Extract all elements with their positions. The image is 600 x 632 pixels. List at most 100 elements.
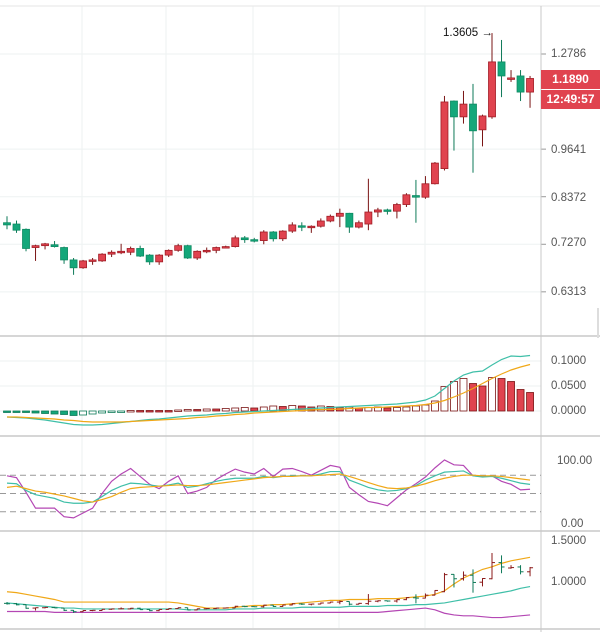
- candle-body: [507, 77, 515, 80]
- macd-histogram-bar: [431, 400, 439, 412]
- price-axis-tick: 0.6313: [551, 286, 587, 298]
- macd-histogram-bar: [497, 378, 506, 412]
- high-value-label: 1.3605: [443, 27, 479, 39]
- macd-histogram-bar: [164, 410, 173, 413]
- candle-body: [288, 224, 297, 232]
- macd-axis-tick: 0.0000: [551, 405, 587, 417]
- candle-body: [174, 245, 183, 251]
- candle-body: [269, 231, 278, 240]
- macd-axis-tick: 0.1000: [551, 355, 587, 367]
- boll-axis-tick: 1.5000: [551, 535, 587, 547]
- arrow-right-icon: →: [481, 27, 493, 39]
- candle-body: [326, 215, 335, 222]
- countdown-label: 12:49:57: [541, 90, 600, 109]
- boll-mid-line: [6, 585, 531, 611]
- candle-body: [459, 103, 468, 118]
- candle-body: [183, 245, 192, 259]
- macd-histogram-bar: [507, 381, 515, 412]
- last-price-label: 1.1890: [541, 70, 600, 89]
- kdj-axis-tick: 100.00: [557, 455, 593, 467]
- macd-dea-line: [7, 363, 531, 423]
- candle-body: [12, 223, 21, 231]
- macd-histogram-bar: [88, 410, 97, 415]
- candle-body: [307, 225, 316, 229]
- macd-histogram-bar: [50, 410, 59, 415]
- candle-body: [421, 183, 430, 198]
- macd-histogram-bar: [240, 407, 249, 412]
- candle-body: [412, 195, 420, 198]
- candle-body: [69, 259, 78, 269]
- macd-histogram-bar: [174, 409, 183, 412]
- macd-histogram-bar: [107, 410, 116, 413]
- macd-histogram-bar: [79, 410, 87, 416]
- candle-body: [297, 225, 306, 228]
- macd-histogram-bar: [117, 410, 126, 413]
- candle-body: [126, 248, 135, 253]
- macd-histogram-bar: [126, 410, 135, 413]
- candle-body: [402, 194, 411, 205]
- candle-body: [221, 246, 230, 249]
- candle-body: [3, 222, 11, 226]
- macd-histogram-bar: [145, 410, 154, 413]
- macd-histogram-bar: [69, 410, 78, 416]
- price-axis-tick: 0.8372: [551, 192, 587, 204]
- candle-body: [440, 101, 449, 170]
- candle-body: [193, 250, 202, 259]
- candle-body: [364, 211, 373, 225]
- price-axis-tick: 0.7270: [551, 237, 587, 249]
- high-annotation: 1.3605 →: [443, 27, 493, 39]
- candle-body: [278, 230, 287, 240]
- candle-body: [354, 222, 363, 228]
- candle-body: [202, 249, 211, 253]
- candle-body: [98, 253, 106, 262]
- kdj-axis-tick: 0.00: [561, 518, 584, 530]
- candle-body: [31, 245, 40, 248]
- candle-body: [79, 260, 87, 269]
- candle-body: [231, 237, 240, 247]
- macd-histogram-bar: [469, 383, 477, 412]
- kdj-d-line: [6, 473, 531, 503]
- candle-body: [107, 251, 116, 255]
- macd-histogram-bar: [3, 410, 11, 413]
- candle-body: [393, 204, 401, 212]
- candle-body: [240, 237, 249, 241]
- price-axis-tick: 0.9641: [551, 144, 587, 156]
- candle-body: [526, 78, 534, 93]
- kdj-k-line: [6, 470, 531, 504]
- macd-histogram-bar: [478, 385, 487, 412]
- candle-body: [373, 209, 382, 213]
- macd-histogram-bar: [412, 405, 420, 412]
- macd-histogram-bar: [516, 389, 525, 412]
- macd-histogram-bar: [526, 392, 534, 412]
- scrollbar-handle[interactable]: [597, 308, 599, 338]
- kdj-j-line: [6, 459, 531, 519]
- candle-body: [335, 212, 344, 217]
- macd-histogram-bar: [212, 408, 221, 412]
- candle-body: [431, 162, 439, 185]
- macd-histogram-bar: [155, 410, 164, 413]
- candle-body: [516, 75, 525, 93]
- candle-body: [212, 247, 221, 251]
- price-axis-tick: 1.2786: [551, 48, 587, 60]
- candle-body: [383, 209, 392, 212]
- candle-body: [88, 259, 97, 262]
- macd-histogram-bar: [488, 377, 496, 412]
- macd-histogram-bar: [183, 409, 192, 412]
- candle-body: [22, 228, 30, 249]
- candle-body: [250, 239, 259, 242]
- boll-lower-line: [7, 607, 531, 619]
- candle-body: [316, 220, 325, 227]
- macd-histogram-bar: [193, 409, 202, 412]
- macd-histogram-bar: [22, 410, 30, 413]
- macd-histogram-bar: [402, 406, 411, 412]
- boll-upper-line: [6, 556, 531, 609]
- candle-body: [259, 231, 268, 241]
- macd-histogram-bar: [31, 410, 40, 414]
- macd-histogram-bar: [383, 407, 392, 412]
- candle-body: [488, 61, 496, 118]
- macd-histogram-bar: [202, 408, 211, 412]
- macd-histogram-bar: [136, 410, 145, 413]
- macd-histogram-bar: [250, 407, 259, 412]
